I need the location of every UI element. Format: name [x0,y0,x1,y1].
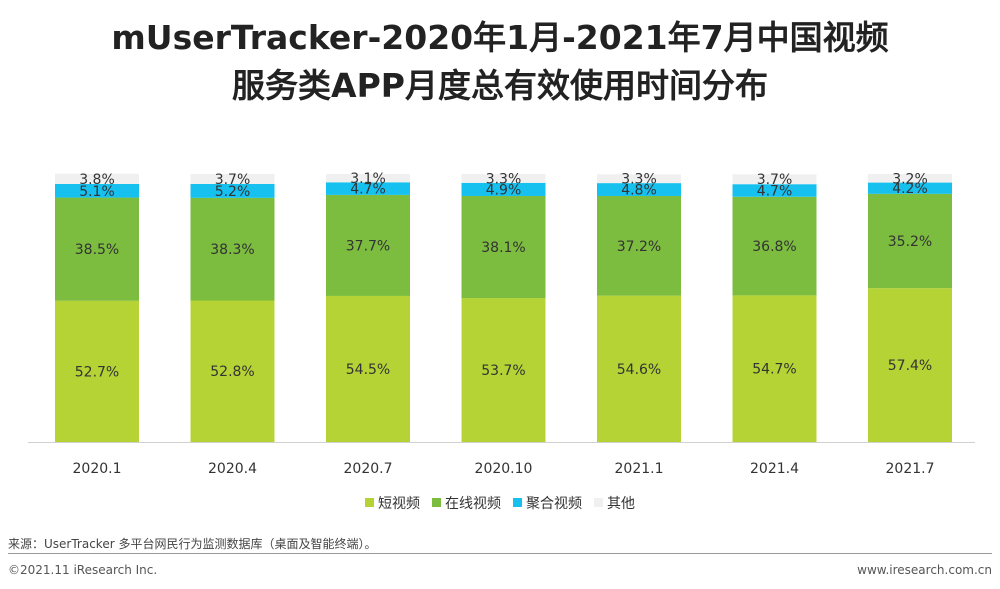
x-tick-label-2020.1: 2020.1 [73,461,122,477]
x-tick-label-2020.10: 2020.10 [475,461,533,477]
chart-title: mUserTracker-2020年1月-2021年7月中国视频 服务类APP月… [0,14,1000,110]
bar-segment-短视频-2020.4 [190,300,275,442]
legend-label: 聚合视频 [526,496,582,512]
chart-title-line-2: 服务类APP月度总有效使用时间分布 [232,66,768,105]
data-label-短视频-2020.4: 52.8% [210,364,254,380]
bar-segment-短视频-2021.7 [868,288,952,442]
legend-swatch [594,498,603,507]
data-label-聚合视频-2020.7: 4.7% [350,182,386,198]
data-label-聚合视频-2021.1: 4.8% [621,183,657,199]
legend-item-短视频: 短视频 [365,493,420,513]
data-label-在线视频-2021.7: 35.2% [888,234,932,250]
bar-segment-短视频-2021.1 [597,295,681,442]
bar-segment-其他-2020.7 [326,174,410,183]
bar-segment-聚合视频-2020.4 [190,183,275,198]
source-note: 来源：UserTracker 多平台网民行为监测数据库（桌面及智能终端）。 [8,537,377,551]
data-label-聚合视频-2021.7: 4.2% [892,181,928,197]
data-label-短视频-2021.1: 54.6% [617,362,661,378]
legend-item-聚合视频: 聚合视频 [513,493,582,513]
copyright: ©2021.11 iResearch Inc. [8,563,158,577]
bar-segment-短视频-2020.10 [461,298,546,442]
data-label-其他-2020.10: 3.3% [486,171,522,187]
data-label-在线视频-2020.4: 38.3% [210,242,254,258]
legend-item-在线视频: 在线视频 [432,493,501,513]
legend-swatch [432,498,441,507]
data-label-短视频-2020.1: 52.7% [75,364,119,380]
bar-segment-在线视频-2020.10 [461,195,546,299]
bar-segment-短视频-2020.7 [326,295,410,442]
data-label-在线视频-2021.4: 36.8% [752,239,796,255]
data-label-在线视频-2021.1: 37.2% [617,239,661,255]
data-label-聚合视频-2020.4: 5.2% [215,184,251,200]
legend-label: 在线视频 [445,496,501,512]
bar-segment-其他-2021.1 [597,174,681,184]
bar-segment-在线视频-2021.1 [597,195,681,296]
data-label-其他-2020.1: 3.8% [79,172,115,188]
data-label-聚合视频-2020.1: 5.1% [79,184,115,200]
bar-segment-聚合视频-2020.7 [326,182,410,195]
legend-swatch [365,498,374,507]
data-label-其他-2021.4: 3.7% [757,172,793,188]
bar-segment-其他-2021.4 [732,174,817,185]
bar-segment-短视频-2020.1 [55,300,139,442]
data-label-在线视频-2020.7: 37.7% [346,238,390,254]
data-label-聚合视频-2021.4: 4.7% [757,183,793,199]
data-label-其他-2021.7: 3.2% [892,171,928,187]
chart-title-line-1: mUserTracker-2020年1月-2021年7月中国视频 [111,18,889,57]
data-label-其他-2020.4: 3.7% [215,172,251,188]
x-tick-label-2021.7: 2021.7 [886,461,935,477]
x-tick-label-2021.1: 2021.1 [615,461,664,477]
data-label-短视频-2021.7: 57.4% [888,358,932,374]
bar-segment-其他-2020.4 [190,174,275,184]
bar-segment-聚合视频-2021.7 [868,182,952,194]
data-label-其他-2021.1: 3.3% [621,172,657,188]
x-tick-label-2021.4: 2021.4 [750,461,799,477]
bar-segment-其他-2021.7 [868,174,952,183]
bar-segment-短视频-2021.4 [732,295,817,442]
bar-segment-在线视频-2021.7 [868,193,952,289]
data-label-聚合视频-2020.10: 4.9% [486,182,522,198]
website-url: www.iresearch.com.cn [857,563,992,577]
bar-segment-在线视频-2020.4 [190,197,275,301]
data-label-短视频-2020.7: 54.5% [346,362,390,378]
bar-segment-其他-2020.10 [461,174,546,183]
data-label-其他-2020.7: 3.1% [350,171,386,187]
bar-segment-在线视频-2020.7 [326,194,410,296]
bar-segment-聚合视频-2020.1 [55,183,139,198]
legend-item-其他: 其他 [594,493,635,513]
footer-divider [8,553,992,554]
bar-segment-聚合视频-2021.1 [597,183,681,196]
data-label-在线视频-2020.1: 38.5% [75,242,119,258]
chart-legend: 短视频 在线视频 聚合视频 其他 [0,493,1000,513]
data-label-短视频-2021.4: 54.7% [752,362,796,378]
x-tick-label-2020.4: 2020.4 [208,461,257,477]
legend-label: 短视频 [378,496,420,512]
legend-swatch [513,498,522,507]
legend-label: 其他 [607,496,635,512]
bar-segment-在线视频-2020.1 [55,197,139,301]
x-tick-label-2020.7: 2020.7 [344,461,393,477]
bar-segment-其他-2020.1 [55,173,139,184]
bar-segment-聚合视频-2021.4 [732,184,817,197]
bar-segment-聚合视频-2020.10 [461,182,546,196]
data-label-在线视频-2020.10: 38.1% [481,240,525,256]
bar-segment-在线视频-2021.4 [732,196,817,296]
data-label-短视频-2020.10: 53.7% [481,363,525,379]
